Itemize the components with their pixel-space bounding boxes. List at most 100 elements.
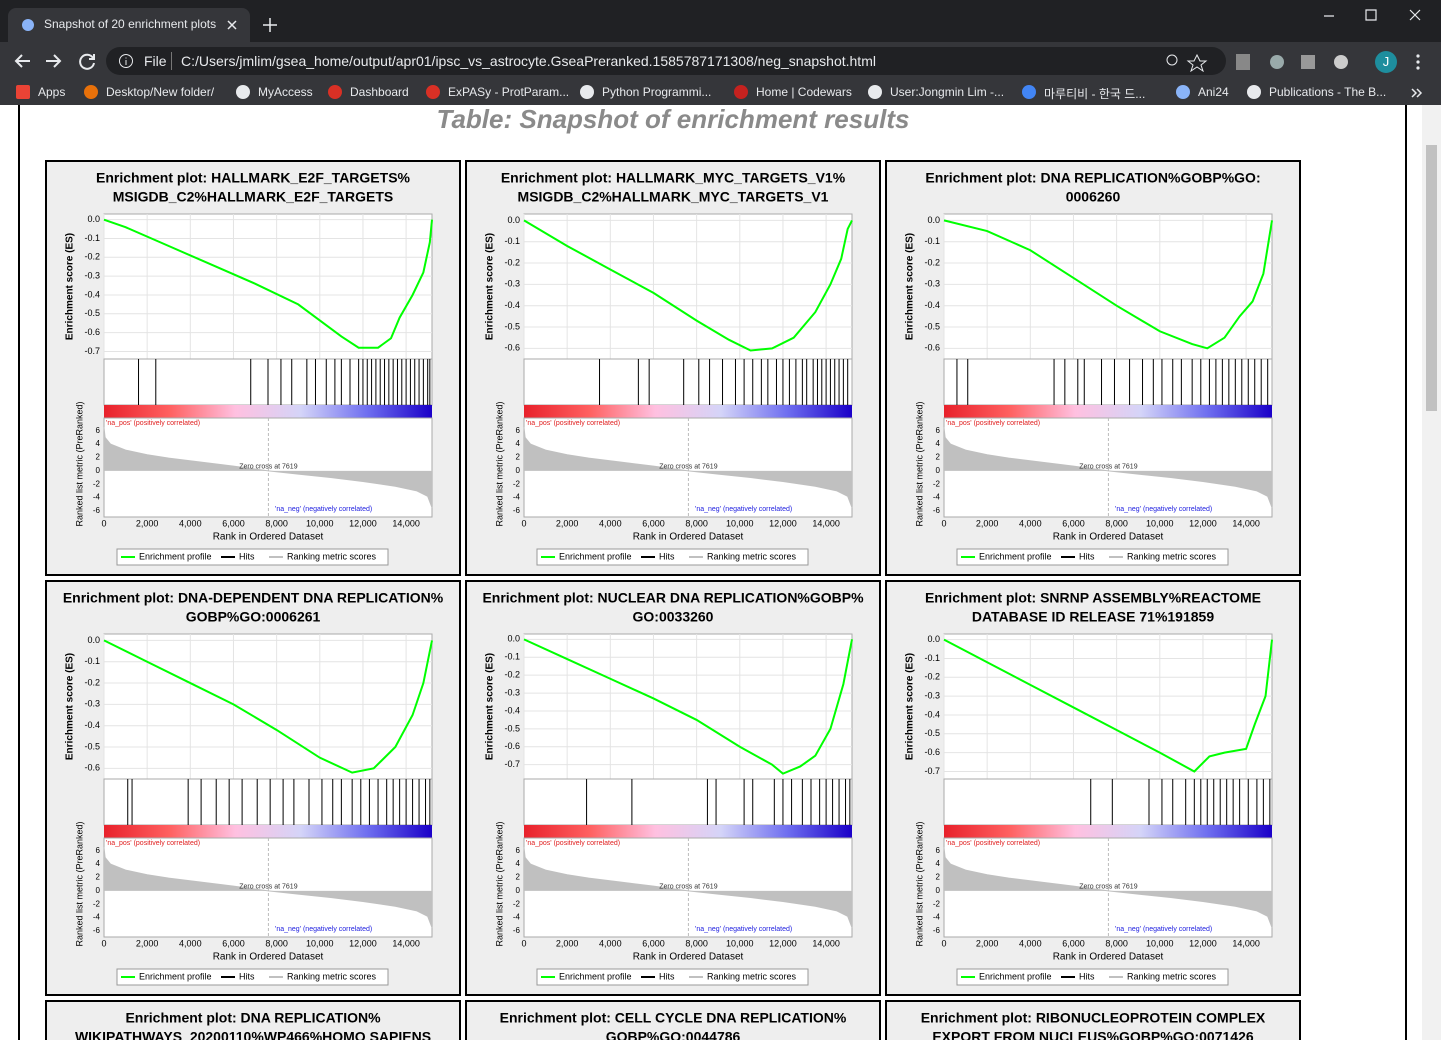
- neg-label: 'na_neg' (negatively correlated): [275, 926, 372, 933]
- address-bar[interactable]: [106, 47, 1226, 75]
- plot-title: 0006260: [1066, 189, 1121, 205]
- x-tick-label: 10,000: [306, 938, 334, 948]
- zero-cross-label: Zero cross at 7619: [1079, 464, 1137, 471]
- plot-cell: Enrichment plot: DNA REPLICATION%GOBP%GO…: [885, 160, 1301, 576]
- rank-ylabel: Ranked list metric (PreRanked): [74, 401, 84, 526]
- legend-entry: Ranking metric scores: [1127, 551, 1217, 561]
- x-tick-label: 10,000: [726, 518, 754, 528]
- metric-fill: [524, 427, 852, 508]
- x-tick-label: 14,000: [392, 938, 420, 948]
- rank-tick-label: -4: [93, 493, 101, 502]
- bookmark[interactable]: User:Jongmin Lim -...: [890, 85, 1005, 99]
- es-tick-label: -0.3: [924, 279, 940, 289]
- new-tab[interactable]: [262, 17, 278, 33]
- bookmark-icon: [1176, 85, 1190, 99]
- x-tick-label: 8,000: [265, 938, 288, 948]
- zero-cross-label: Zero cross at 7619: [659, 884, 717, 891]
- bookmarks-more[interactable]: [1409, 86, 1423, 100]
- bookmark[interactable]: Home | Codewars: [756, 85, 852, 99]
- x-tick-label: 0: [101, 518, 106, 528]
- neg-label: 'na_neg' (negatively correlated): [275, 506, 372, 513]
- colorbar: [524, 405, 852, 418]
- x-tick-label: 6,000: [642, 518, 665, 528]
- es-curve: [523, 219, 853, 352]
- x-tick-label: 6,000: [222, 938, 245, 948]
- es-tick-label: -0.2: [924, 257, 940, 267]
- plot-title: EXPORT FROM NUCLEUS%GOBP%GO:0071426: [932, 1029, 1254, 1040]
- scrollbar[interactable]: [1422, 105, 1441, 1040]
- x-tick-label: 6,000: [1062, 518, 1085, 528]
- es-curve: [943, 638, 1273, 773]
- tab-close[interactable]: [226, 19, 238, 31]
- x-tick-label: 8,000: [1105, 518, 1128, 528]
- bookmark[interactable]: MyAccess: [258, 85, 313, 99]
- bookmark[interactable]: Ani24: [1198, 85, 1229, 99]
- x-tick-label: 4,000: [1019, 938, 1042, 948]
- es-tick-label: -0.3: [84, 699, 100, 709]
- bookmark[interactable]: Dashboard: [350, 85, 409, 99]
- plot-cell: Enrichment plot: DNA REPLICATION% WIKIPAT…: [45, 1000, 461, 1040]
- colorbar: [944, 825, 1272, 838]
- neg-label: 'na_neg' (negatively correlated): [695, 506, 792, 513]
- bookmark[interactable]: Python Programmi...: [602, 85, 712, 99]
- legend-entry: Ranking metric scores: [287, 971, 377, 981]
- rank-tick-label: -2: [513, 479, 521, 488]
- es-ylabel: Enrichment score (ES): [65, 233, 76, 340]
- es-area: [523, 633, 853, 780]
- bookmark[interactable]: 마루티비 - 한국 드...: [1044, 87, 1146, 101]
- menu-button[interactable]: [1412, 53, 1424, 71]
- scroll-thumb[interactable]: [1426, 145, 1437, 411]
- plot-title: Enrichment plot: HALLMARK_MYC_TARGETS_V1…: [501, 170, 846, 186]
- bookmark[interactable]: Publications - The B...: [1269, 85, 1387, 99]
- plot-title: Enrichment plot: DNA REPLICATION%GOBP%GO…: [925, 170, 1260, 186]
- rank-tick-label: 2: [96, 453, 101, 462]
- es-ylabel: Enrichment score (ES): [905, 653, 916, 760]
- rank-tick-label: 4: [936, 859, 941, 868]
- rank-tick-label: -4: [933, 913, 941, 922]
- x-tick-label: 6,000: [222, 518, 245, 528]
- rank-tick-label: 6: [516, 426, 521, 435]
- metric-fill: [104, 847, 432, 928]
- es-tick-label: -0.2: [84, 677, 100, 687]
- x-tick-label: 14,000: [812, 518, 840, 528]
- pos-label: 'na_pos' (positively correlated): [946, 840, 1040, 847]
- bookmark[interactable]: Desktop/New folder/: [106, 85, 215, 99]
- plot-title: Enrichment plot: HALLMARK_E2F_TARGETS%: [96, 170, 411, 186]
- metric-curve: [943, 847, 1273, 928]
- plot-cell: Enrichment plot: CELL CYCLE DNA REPLICAT…: [465, 1000, 881, 1040]
- x-tick-label: 12,000: [1189, 938, 1217, 948]
- metric-fill: [944, 427, 1272, 508]
- rank-tick-label: -4: [513, 493, 521, 502]
- bookmark-icon: [734, 85, 748, 99]
- rank-tick-label: 0: [96, 886, 101, 895]
- tab[interactable]: Snapshot of 20 enrichment plots: [8, 8, 250, 42]
- x-tick-label: 2,000: [556, 518, 579, 528]
- frame-left: [18, 105, 20, 1040]
- rank-ylabel: Ranked list metric (PreRanked): [74, 821, 84, 946]
- bookmark-icon: [16, 85, 30, 99]
- x-tick-label: 6,000: [1062, 938, 1085, 948]
- x-tick-label: 12,000: [769, 518, 797, 528]
- legend-entry: Hits: [1079, 551, 1095, 561]
- bookmark[interactable]: ExPASy - ProtParam...: [448, 85, 570, 99]
- x-tick-label: 10,000: [306, 518, 334, 528]
- bookmark-icon: [236, 85, 250, 99]
- x-tick-label: 14,000: [392, 518, 420, 528]
- bookmark-icon: [580, 85, 594, 99]
- zero-cross-label: Zero cross at 7619: [239, 464, 297, 471]
- rank-tick-label: 4: [516, 439, 521, 448]
- pos-label: 'na_pos' (positively correlated): [526, 420, 620, 427]
- profile-avatar[interactable]: J: [1375, 51, 1397, 73]
- window-controls[interactable]: [1310, 6, 1430, 26]
- nav-buttons[interactable]: [10, 50, 100, 72]
- es-tick-label: -0.1: [924, 653, 940, 663]
- toolbar-icons[interactable]: [1164, 52, 1441, 72]
- es-ylabel: Enrichment score (ES): [485, 233, 496, 340]
- plot-title: Enrichment plot: CELL CYCLE DNA REPLICAT…: [500, 1010, 847, 1026]
- x-tick-label: 10,000: [1146, 518, 1174, 528]
- bookmark-icon: [328, 85, 342, 99]
- es-tick-label: 0.0: [87, 214, 100, 224]
- enrichment-plot: Enrichment plot: HALLMARK_E2F_TARGETS% MS…: [65, 170, 433, 566]
- bookmark[interactable]: Apps: [38, 85, 66, 99]
- es-tick-label: -0.6: [924, 747, 940, 757]
